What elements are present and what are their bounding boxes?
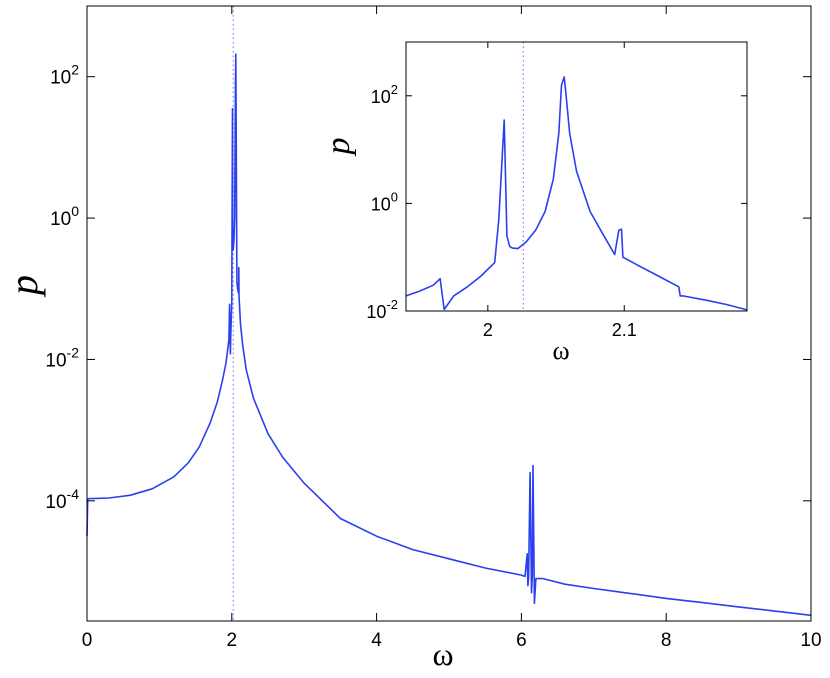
inset-ytick-label: 100 xyxy=(371,189,398,214)
main-series-line xyxy=(86,53,812,617)
inset-x-axis-label: ω xyxy=(552,336,569,365)
main-xtick-label: 8 xyxy=(661,630,672,651)
inset-ytick-label: 102 xyxy=(371,82,398,107)
inset-y-axis-label: p xyxy=(320,138,357,157)
inset-axes-frame xyxy=(405,41,748,312)
inset-ytick-label: 10-2 xyxy=(366,297,398,322)
main-ytick-label: 10-2 xyxy=(45,344,79,371)
main-xtick-label: 0 xyxy=(82,630,93,651)
main-xtick-label: 4 xyxy=(371,630,382,651)
main-ytick-label: 100 xyxy=(50,203,79,230)
main-xtick-label: 2 xyxy=(227,630,238,651)
main-xtick-label: 6 xyxy=(516,630,527,651)
main-ytick-label: 102 xyxy=(50,62,79,89)
inset-plot: 2 2.1 102 100 10-2 ω p xyxy=(320,41,748,365)
inset-background xyxy=(406,42,747,311)
main-y-axis-label: p xyxy=(1,275,46,298)
main-x-axis-label: ω xyxy=(432,636,453,672)
main-ytick-label: 10-4 xyxy=(45,486,79,513)
main-axes-frame xyxy=(86,5,812,622)
inset-xtick-label: 2.1 xyxy=(612,320,637,340)
inset-series-line xyxy=(405,76,748,311)
main-plot: 0 2 4 6 8 10 102 100 10-2 10-4 ω p xyxy=(1,5,822,672)
inset-xtick-label: 2 xyxy=(483,320,493,340)
main-xtick-label: 10 xyxy=(800,630,821,651)
